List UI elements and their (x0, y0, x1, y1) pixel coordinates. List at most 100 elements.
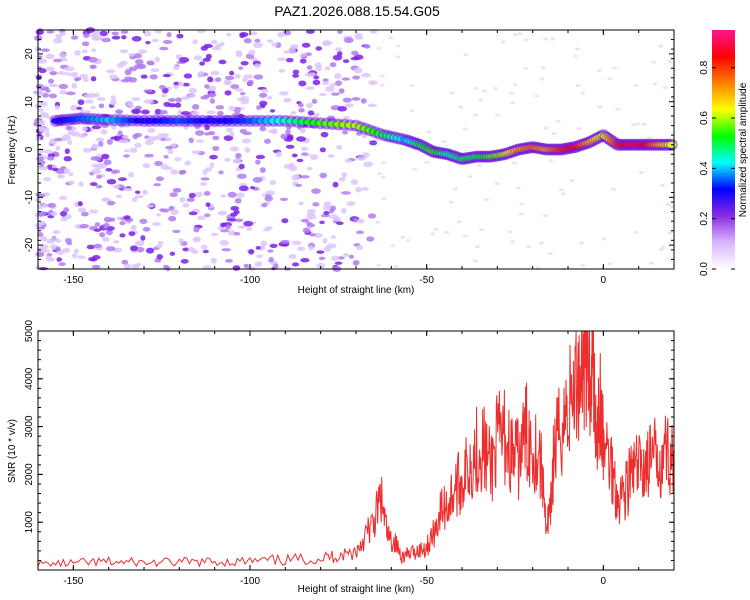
heatmap-noise-cell (204, 213, 211, 218)
heatmap-noise-cell (579, 241, 585, 245)
heatmap-noise-cell (375, 220, 381, 224)
heatmap-noise-cell (279, 197, 289, 202)
heatmap-noise-cell (258, 92, 268, 98)
colorbar-label: Normalized spectral amplitude (738, 82, 749, 217)
heatmap-noise-cell (106, 139, 113, 145)
heatmap-noise-cell (64, 237, 72, 244)
heatmap-noise-cell (65, 125, 73, 131)
heatmap-noise-cell (330, 92, 340, 96)
heatmap-noise-cell (356, 156, 366, 161)
heatmap-noise-cell (262, 227, 271, 232)
heatmap-noise-cell (182, 202, 190, 208)
heatmap-noise-cell (322, 78, 329, 82)
heatmap-noise-cell (327, 154, 335, 158)
heatmap-noise-cell (320, 214, 330, 218)
heatmap-noise-cell (215, 77, 222, 82)
heatmap-noise-cell (337, 256, 345, 260)
heatmap-noise-cell (91, 48, 97, 53)
heatmap-noise-cell (197, 70, 204, 76)
heatmap-noise-cell (548, 251, 554, 255)
heatmap-noise-cell (124, 149, 130, 153)
heatmap-noise-cell (182, 247, 189, 252)
heatmap-noise-cell (269, 109, 276, 113)
heatmap-noise-cell (41, 86, 50, 91)
heatmap-noise-cell (205, 53, 212, 59)
heatmap-noise-cell (37, 55, 43, 59)
heatmap-noise-cell (142, 189, 148, 195)
heatmap-noise-cell (242, 74, 253, 79)
heatmap-noise-cell (162, 74, 171, 78)
heatmap-noise-cell (254, 261, 263, 267)
bottom-x-axis-label: Height of straight line (km) (298, 584, 415, 595)
heatmap-noise-cell (322, 81, 330, 86)
heatmap-noise-cell (244, 147, 251, 153)
heatmap-noise-cell (641, 122, 647, 126)
heatmap-noise-cell (64, 148, 70, 155)
heatmap-noise-cell (79, 73, 88, 79)
heatmap-noise-cell (306, 102, 313, 109)
heatmap-noise-cell (111, 35, 121, 40)
heatmap-noise-cell (335, 47, 342, 52)
heatmap-noise-cell (135, 262, 142, 267)
heatmap-noise-cell (200, 45, 208, 51)
heatmap-noise-cell (299, 127, 306, 134)
heatmap-noise-cell (123, 154, 130, 158)
heatmap-noise-cell (316, 250, 325, 254)
heatmap-noise-cell (119, 221, 126, 226)
heatmap-noise-cell (58, 83, 69, 90)
heatmap-noise-cell (45, 131, 51, 138)
heatmap-noise-cell (210, 232, 219, 237)
heatmap-noise-cell (154, 160, 163, 166)
heatmap-noise-cell (74, 49, 81, 56)
heatmap-noise-cell (474, 245, 480, 249)
heatmap-noise-cell (124, 69, 132, 76)
heatmap-noise-cell (215, 105, 225, 110)
heatmap-noise-cell (667, 59, 673, 63)
heatmap-noise-cell (205, 167, 212, 172)
heatmap-noise-cell (355, 230, 365, 235)
heatmap-noise-cell (229, 146, 240, 152)
heatmap-noise-cell (206, 110, 216, 115)
heatmap-noise-cell (510, 101, 516, 105)
heatmap-noise-cell (170, 169, 179, 175)
heatmap-noise-cell (45, 255, 52, 261)
heatmap-noise-cell (96, 174, 102, 179)
heatmap-noise-cell (256, 254, 263, 259)
heatmap-noise-cell (79, 223, 90, 229)
heatmap-noise-cell (192, 39, 198, 45)
heatmap-noise-cell (352, 75, 361, 80)
heatmap-noise-cell (191, 249, 199, 255)
heatmap-noise-cell (351, 97, 361, 101)
heatmap-noise-cell (167, 103, 177, 108)
heatmap-noise-cell (255, 245, 261, 250)
heatmap-noise-cell (297, 246, 306, 251)
heatmap-noise-cell (379, 83, 385, 87)
heatmap-noise-cell (259, 167, 266, 173)
heatmap-noise-cell (40, 236, 48, 242)
heatmap-noise-cell (116, 216, 123, 221)
heatmap-noise-cell (182, 82, 190, 87)
heatmap-noise-cell (300, 175, 310, 179)
heatmap-noise-cell (199, 61, 206, 66)
heatmap-noise-cell (341, 172, 347, 178)
heatmap-noise-cell (368, 80, 378, 86)
heatmap-noise-cell (223, 157, 231, 162)
heatmap-noise-cell (94, 222, 101, 227)
heatmap-noise-cell (81, 49, 88, 54)
heatmap-noise-cell (183, 73, 193, 79)
heatmap-noise-cell (88, 56, 98, 63)
heatmap-noise-cell (280, 133, 288, 140)
heatmap-noise-cell (312, 112, 320, 118)
heatmap-noise-cell (50, 211, 58, 217)
heatmap-noise-cell (62, 247, 71, 253)
heatmap-noise-cell (36, 120, 46, 126)
heatmap-noise-cell (138, 49, 147, 54)
heatmap-noise-cell (426, 130, 432, 134)
heatmap-noise-cell (212, 135, 220, 141)
heatmap-noise-cell (37, 108, 45, 112)
heatmap-noise-cell (197, 215, 206, 220)
heatmap-noise-cell (63, 168, 70, 174)
heatmap-noise-cell (167, 149, 174, 155)
heatmap-noise-cell (91, 125, 102, 130)
heatmap-noise-cell (253, 74, 264, 80)
